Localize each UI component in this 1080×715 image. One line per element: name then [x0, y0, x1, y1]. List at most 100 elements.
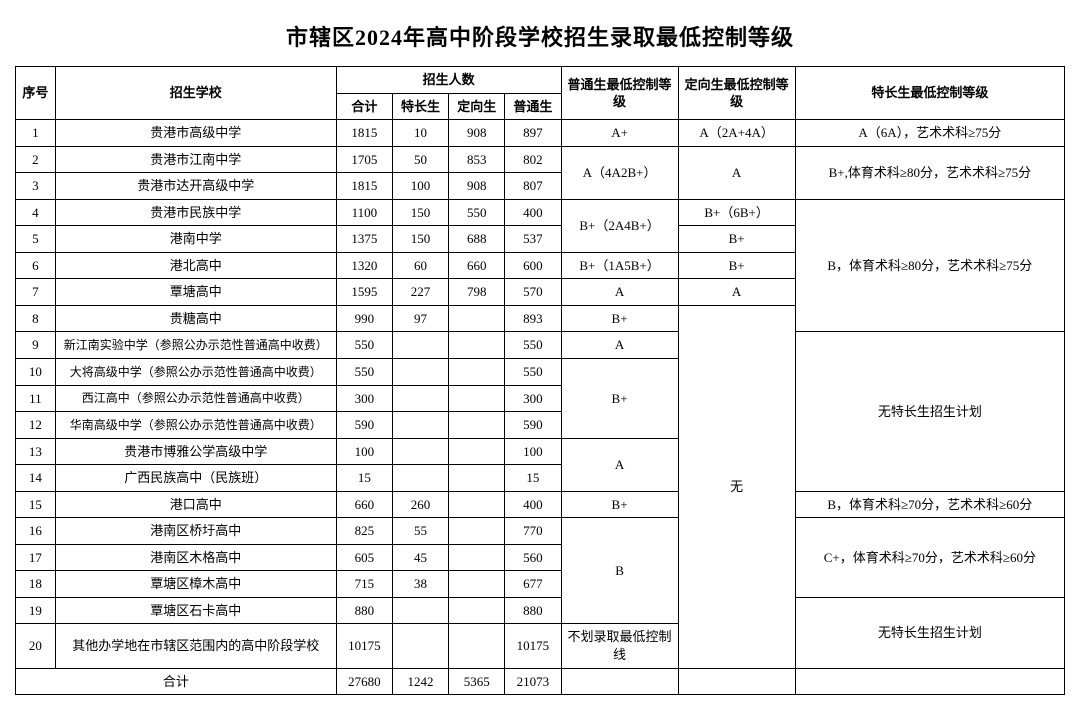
table-row: 2 贵港市江南中学 1705 50 853 802 A（4A2B+） A B+,… — [16, 146, 1065, 173]
cell-regular: 537 — [505, 226, 561, 253]
cell-ctrl-regular: B — [561, 518, 678, 624]
footer-empty — [561, 668, 678, 695]
cell-regular: 400 — [505, 491, 561, 518]
cell-total: 880 — [336, 597, 392, 624]
footer-directed: 5365 — [449, 668, 505, 695]
cell-regular: 570 — [505, 279, 561, 306]
cell-ctrl-regular: A+ — [561, 120, 678, 147]
cell-special: 50 — [392, 146, 448, 173]
cell-directed — [449, 332, 505, 359]
cell-regular: 600 — [505, 252, 561, 279]
cell-idx: 13 — [16, 438, 56, 465]
cell-idx: 12 — [16, 412, 56, 439]
cell-directed — [449, 438, 505, 465]
cell-idx: 6 — [16, 252, 56, 279]
cell-regular: 550 — [505, 359, 561, 386]
table-header: 序号 招生学校 招生人数 普通生最低控制等级 定向生最低控制等级 特长生最低控制… — [16, 67, 1065, 120]
cell-idx: 20 — [16, 624, 56, 668]
cell-directed — [449, 597, 505, 624]
hdr-regular: 普通生 — [505, 93, 561, 120]
cell-regular: 880 — [505, 597, 561, 624]
cell-special: 55 — [392, 518, 448, 545]
cell-school: 其他办学地在市辖区范围内的高中阶段学校 — [55, 624, 336, 668]
cell-ctrl-regular: B+（1A5B+） — [561, 252, 678, 279]
cell-ctrl-special: 无特长生招生计划 — [795, 332, 1064, 491]
cell-special: 100 — [392, 173, 448, 200]
cell-total: 825 — [336, 518, 392, 545]
table-row: 15 港口高中 660 260 400 B+ B，体育术科≥70分，艺术术科≥6… — [16, 491, 1065, 518]
cell-directed — [449, 624, 505, 668]
cell-total: 1375 — [336, 226, 392, 253]
cell-total: 1815 — [336, 173, 392, 200]
cell-total: 1815 — [336, 120, 392, 147]
cell-school: 港南中学 — [55, 226, 336, 253]
cell-total: 590 — [336, 412, 392, 439]
cell-regular: 677 — [505, 571, 561, 598]
cell-special — [392, 465, 448, 492]
cell-school: 覃塘高中 — [55, 279, 336, 306]
cell-special: 38 — [392, 571, 448, 598]
cell-total: 550 — [336, 359, 392, 386]
cell-regular: 100 — [505, 438, 561, 465]
cell-regular: 300 — [505, 385, 561, 412]
cell-idx: 14 — [16, 465, 56, 492]
cell-total: 300 — [336, 385, 392, 412]
footer-total: 27680 — [336, 668, 392, 695]
cell-special: 45 — [392, 544, 448, 571]
cell-total: 1705 — [336, 146, 392, 173]
cell-total: 1100 — [336, 199, 392, 226]
footer-regular: 21073 — [505, 668, 561, 695]
cell-directed — [449, 518, 505, 545]
cell-special: 150 — [392, 226, 448, 253]
cell-special — [392, 385, 448, 412]
cell-school: 贵港市达开高级中学 — [55, 173, 336, 200]
cell-special: 60 — [392, 252, 448, 279]
cell-school: 覃塘区樟木高中 — [55, 571, 336, 598]
cell-directed: 908 — [449, 173, 505, 200]
cell-school: 贵港市高级中学 — [55, 120, 336, 147]
hdr-ctrl-regular: 普通生最低控制等级 — [561, 67, 678, 120]
cell-total: 660 — [336, 491, 392, 518]
cell-total: 550 — [336, 332, 392, 359]
cell-school: 大将高级中学（参照公办示范性普通高中收费） — [55, 359, 336, 386]
cell-directed: 798 — [449, 279, 505, 306]
hdr-total: 合计 — [336, 93, 392, 120]
cell-idx: 5 — [16, 226, 56, 253]
table-row: 4 贵港市民族中学 1100 150 550 400 B+（2A4B+） B+（… — [16, 199, 1065, 226]
footer-empty — [795, 668, 1064, 695]
cell-directed: 550 — [449, 199, 505, 226]
cell-idx: 10 — [16, 359, 56, 386]
cell-special — [392, 438, 448, 465]
hdr-directed: 定向生 — [449, 93, 505, 120]
hdr-special: 特长生 — [392, 93, 448, 120]
cell-regular: 802 — [505, 146, 561, 173]
cell-directed: 688 — [449, 226, 505, 253]
cell-idx: 19 — [16, 597, 56, 624]
cell-ctrl-regular: B+ — [561, 359, 678, 439]
cell-ctrl-regular: A — [561, 279, 678, 306]
cell-idx: 16 — [16, 518, 56, 545]
cell-regular: 15 — [505, 465, 561, 492]
cell-directed — [449, 465, 505, 492]
cell-total: 15 — [336, 465, 392, 492]
cell-regular: 897 — [505, 120, 561, 147]
cell-idx: 18 — [16, 571, 56, 598]
cell-ctrl-special: C+，体育术科≥70分，艺术术科≥60分 — [795, 518, 1064, 598]
table-footer: 合计 27680 1242 5365 21073 — [16, 668, 1065, 695]
cell-regular: 770 — [505, 518, 561, 545]
footer-special: 1242 — [392, 668, 448, 695]
cell-total: 1595 — [336, 279, 392, 306]
cell-special — [392, 332, 448, 359]
cell-regular: 400 — [505, 199, 561, 226]
cell-ctrl-regular: B+（2A4B+） — [561, 199, 678, 252]
cell-directed: 853 — [449, 146, 505, 173]
cell-ctrl-directed: A（2A+4A） — [678, 120, 795, 147]
cell-idx: 2 — [16, 146, 56, 173]
hdr-school: 招生学校 — [55, 67, 336, 120]
cell-school: 港口高中 — [55, 491, 336, 518]
cell-special: 10 — [392, 120, 448, 147]
cell-school: 西江高中（参照公办示范性普通高中收费） — [55, 385, 336, 412]
cell-school: 华南高级中学（参照公办示范性普通高中收费） — [55, 412, 336, 439]
footer-label: 合计 — [16, 668, 337, 695]
cell-idx: 8 — [16, 305, 56, 332]
